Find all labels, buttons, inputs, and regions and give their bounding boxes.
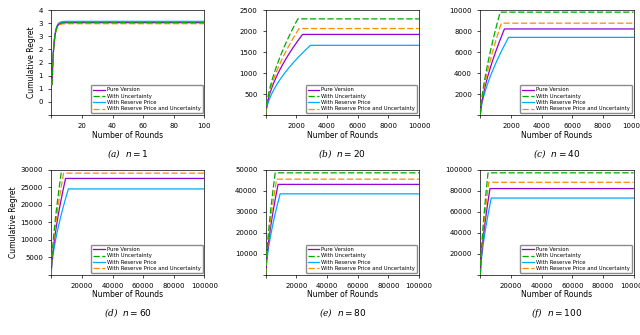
X-axis label: Number of Rounds: Number of Rounds bbox=[307, 131, 378, 140]
X-axis label: Number of Rounds: Number of Rounds bbox=[522, 290, 593, 299]
Text: (e)  $n = 80$: (e) $n = 80$ bbox=[319, 306, 366, 319]
X-axis label: Number of Rounds: Number of Rounds bbox=[92, 290, 163, 299]
Legend: Pure Version, With Uncertainty, With Reserve Price, With Reserve Price and Uncer: Pure Version, With Uncertainty, With Res… bbox=[520, 245, 632, 273]
Text: (f)  $n = 100$: (f) $n = 100$ bbox=[531, 306, 582, 320]
Y-axis label: Cumulative Regret: Cumulative Regret bbox=[27, 27, 36, 98]
X-axis label: Number of Rounds: Number of Rounds bbox=[307, 290, 378, 299]
Legend: Pure Version, With Uncertainty, With Reserve Price, With Reserve Price and Uncer: Pure Version, With Uncertainty, With Res… bbox=[91, 245, 203, 273]
Text: (d)  $n = 60$: (d) $n = 60$ bbox=[104, 306, 152, 319]
Legend: Pure Version, With Uncertainty, With Reserve Price, With Reserve Price and Uncer: Pure Version, With Uncertainty, With Res… bbox=[306, 85, 417, 114]
Text: (b)  $n = 20$: (b) $n = 20$ bbox=[318, 147, 367, 159]
X-axis label: Number of Rounds: Number of Rounds bbox=[92, 131, 163, 140]
Legend: Pure Version, With Uncertainty, With Reserve Price, With Reserve Price and Uncer: Pure Version, With Uncertainty, With Res… bbox=[306, 245, 417, 273]
Legend: Pure Version, With Uncertainty, With Reserve Price, With Reserve Price and Uncer: Pure Version, With Uncertainty, With Res… bbox=[91, 85, 203, 114]
X-axis label: Number of Rounds: Number of Rounds bbox=[522, 131, 593, 140]
Y-axis label: Cumulative Regret: Cumulative Regret bbox=[8, 186, 17, 258]
Legend: Pure Version, With Uncertainty, With Reserve Price, With Reserve Price and Uncer: Pure Version, With Uncertainty, With Res… bbox=[520, 85, 632, 114]
Text: (a)  $n = 1$: (a) $n = 1$ bbox=[107, 147, 148, 159]
Text: (c)  $n = 40$: (c) $n = 40$ bbox=[533, 147, 580, 159]
